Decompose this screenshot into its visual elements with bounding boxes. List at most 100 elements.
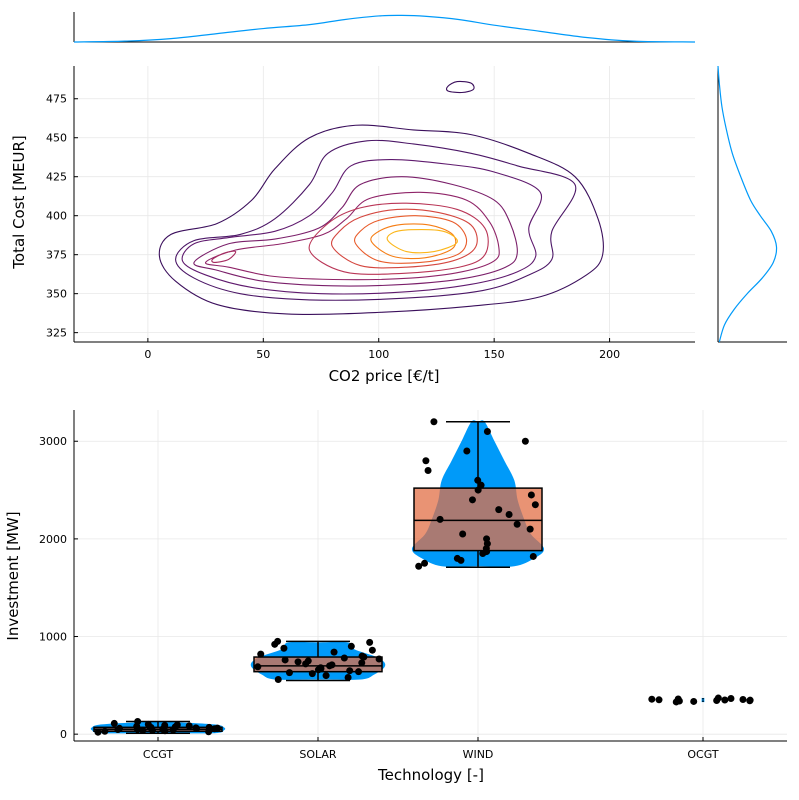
- violin-groups: [90, 418, 754, 736]
- marginal-x-density-plot: [73, 12, 696, 43]
- data-point: [115, 724, 123, 732]
- data-point: [94, 728, 102, 736]
- contour-x-tick-label: 0: [144, 348, 151, 361]
- violin-group-solar: [250, 637, 386, 683]
- data-point: [459, 530, 467, 538]
- data-point: [421, 559, 429, 567]
- marginal-y-density-line: [717, 65, 778, 343]
- data-point: [308, 670, 316, 678]
- data-point: [477, 481, 485, 489]
- violin-x-tick-label: CCGT: [143, 748, 173, 761]
- contour-grid: [74, 66, 695, 342]
- data-point: [139, 726, 147, 734]
- contour-x-tick-label: 200: [599, 348, 620, 361]
- data-point: [285, 669, 293, 677]
- violin-group-ccgt: [90, 717, 226, 736]
- contour-level-line: [330, 208, 478, 269]
- data-point: [358, 659, 366, 667]
- data-point: [424, 467, 432, 475]
- data-point: [505, 510, 513, 518]
- data-point: [355, 668, 363, 676]
- violin-y-ticks: 0 1000 2000 3000: [39, 435, 78, 741]
- contour-level-line: [445, 80, 475, 94]
- data-point: [294, 658, 302, 666]
- data-point: [531, 501, 539, 509]
- data-point: [468, 496, 476, 504]
- data-point: [254, 663, 262, 671]
- data-point: [527, 491, 535, 499]
- violin-grid: [74, 410, 787, 741]
- contour-x-tick-label: 50: [256, 348, 270, 361]
- contour-y-tick-label: 475: [46, 93, 67, 106]
- data-point: [346, 667, 354, 675]
- data-point: [375, 655, 383, 663]
- violin-y-tick-label: 3000: [39, 435, 67, 448]
- data-point: [690, 697, 698, 705]
- contour-level-line: [308, 202, 489, 275]
- contour-x-tick-label: 100: [368, 348, 389, 361]
- data-point: [714, 694, 722, 702]
- contour-y-ticks: 325 350 375 400 425 450 475: [46, 93, 78, 340]
- violin-x-tick-label: WIND: [463, 748, 494, 761]
- contour-x-tick-label: 150: [484, 348, 505, 361]
- data-point: [655, 696, 663, 704]
- data-point: [422, 457, 430, 465]
- data-point: [101, 727, 109, 735]
- data-point: [436, 515, 444, 523]
- contour-y-tick-label: 425: [46, 171, 67, 184]
- data-point: [257, 650, 265, 658]
- data-point: [280, 644, 288, 652]
- contour-x-ticks: 0 50 100 150 200: [144, 338, 620, 361]
- marginal-y-density-plot: [717, 65, 787, 343]
- data-point: [328, 661, 336, 669]
- data-point: [483, 535, 491, 543]
- contour-level-line: [193, 176, 518, 287]
- violin-x-label: Technology [-]: [377, 766, 484, 784]
- contour-level-line: [211, 250, 237, 264]
- data-point: [358, 652, 366, 660]
- data-point: [721, 696, 729, 704]
- data-point: [317, 664, 325, 672]
- contour-level-line: [386, 229, 458, 254]
- data-point: [746, 696, 754, 704]
- data-point: [483, 427, 491, 435]
- data-point: [213, 724, 221, 732]
- data-point: [330, 648, 338, 656]
- data-point: [727, 695, 735, 703]
- contour-level-line: [175, 139, 577, 301]
- contour-y-tick-label: 450: [46, 132, 67, 145]
- data-point: [513, 520, 521, 528]
- violin-plot: CCGT SOLAR WIND OCGT 0 1000 2000 3000 Technolo…: [4, 410, 787, 784]
- contour-plot: 0 50 100 150 200 325 350 375 400 425 450 475 CO2 p…: [10, 66, 695, 385]
- data-point: [463, 447, 471, 455]
- data-point: [304, 657, 312, 665]
- data-point: [526, 525, 534, 533]
- contour-y-tick-label: 325: [46, 327, 67, 340]
- data-point: [281, 656, 289, 664]
- violin-group-wind: [411, 418, 545, 570]
- contour-x-label: CO2 price [€/t]: [329, 367, 440, 385]
- data-point: [474, 476, 482, 484]
- data-point: [322, 672, 330, 680]
- data-point: [344, 674, 352, 682]
- violin-group-ocgt: [648, 694, 754, 706]
- violin-x-tick-label: OCGT: [687, 748, 718, 761]
- contour-axes: [73, 66, 695, 343]
- data-point: [521, 437, 529, 445]
- data-point: [648, 695, 656, 703]
- box-iqr: [413, 487, 543, 552]
- data-point: [529, 552, 537, 560]
- contour-y-tick-label: 400: [46, 210, 67, 223]
- contour-level-line: [370, 223, 457, 260]
- data-point: [453, 554, 461, 562]
- data-point: [161, 721, 169, 729]
- violin-x-tick-label: SOLAR: [299, 748, 337, 761]
- contour-level-line: [158, 124, 604, 315]
- data-point: [368, 646, 376, 654]
- contour-level-line: [205, 191, 500, 281]
- contour-levels: [158, 80, 604, 315]
- data-point: [144, 720, 152, 728]
- data-point: [274, 675, 282, 683]
- contour-y-tick-label: 375: [46, 249, 67, 262]
